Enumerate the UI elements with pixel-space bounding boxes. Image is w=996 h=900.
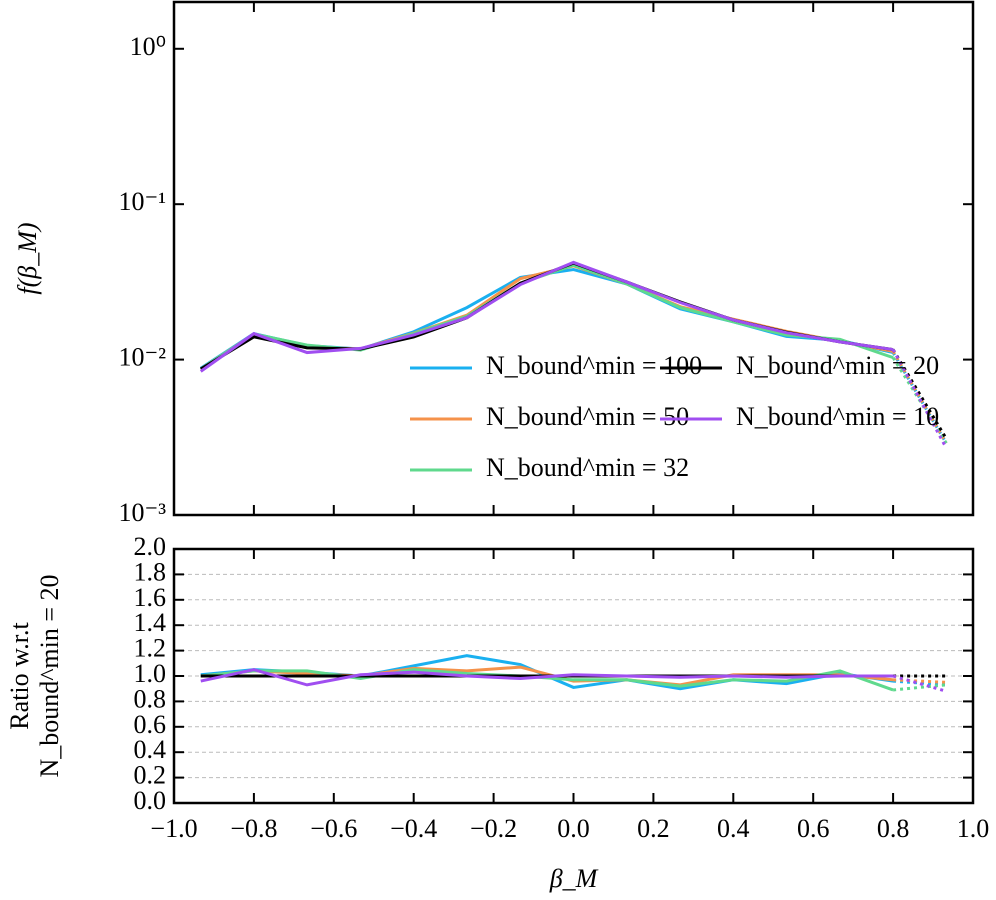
y-axis-label: N_bound^min = 20 xyxy=(35,574,64,777)
plot-frame xyxy=(172,0,975,517)
y-tick-label: 10⁻¹ xyxy=(118,187,166,216)
legend-label: N_bound^min = 10 xyxy=(736,402,939,431)
x-tick-label: −1.0 xyxy=(150,814,197,843)
x-tick-label: −0.2 xyxy=(470,814,517,843)
x-tick-label: 0.2 xyxy=(637,814,670,843)
y-tick-label: 1.6 xyxy=(134,583,167,612)
legend-label: N_bound^min = 20 xyxy=(736,351,939,380)
y-tick-label: 0.6 xyxy=(134,710,167,739)
series-line-dotted xyxy=(892,674,947,693)
series-line xyxy=(199,260,894,373)
y-tick-label: 10⁻³ xyxy=(118,498,166,527)
x-axis-label: β_M xyxy=(549,864,599,893)
y-tick-label: 1.4 xyxy=(134,608,167,637)
y-tick-label: 10⁻² xyxy=(118,343,166,372)
x-tick-label: 0.8 xyxy=(877,814,910,843)
legend-label: N_bound^min = 32 xyxy=(486,453,689,482)
legend-label: N_bound^min = 50 xyxy=(486,402,689,431)
y-axis-label: Ratio w.r.t xyxy=(5,622,34,730)
x-tick-label: −0.4 xyxy=(390,814,437,843)
y-axis-label: f(β_M) xyxy=(13,222,42,294)
y-tick-label: 1.8 xyxy=(134,557,167,586)
y-tick-label: 0.0 xyxy=(134,786,167,815)
x-tick-label: −0.8 xyxy=(230,814,277,843)
y-tick-label: 0.8 xyxy=(134,684,167,713)
x-tick-label: −0.6 xyxy=(310,814,357,843)
plot-frame xyxy=(172,547,975,805)
series-line-dotted xyxy=(892,683,947,692)
y-tick-label: 0.2 xyxy=(134,761,167,790)
series-line-dotted xyxy=(891,348,948,449)
legend-label: N_bound^min = 100 xyxy=(486,351,702,380)
y-tick-label: 0.4 xyxy=(134,735,167,764)
y-tick-label: 10⁰ xyxy=(130,32,166,61)
series-line-dotted xyxy=(891,348,948,440)
x-tick-label: 1.0 xyxy=(957,814,990,843)
series-line-dotted xyxy=(893,678,947,684)
series-line xyxy=(200,668,894,687)
y-tick-label: 2.0 xyxy=(134,532,167,561)
x-tick-label: 0.4 xyxy=(717,814,750,843)
y-tick-label: 1.2 xyxy=(134,634,167,663)
y-tick-label: 1.0 xyxy=(134,659,167,688)
x-tick-label: 0.0 xyxy=(557,814,590,843)
x-tick-label: 0.6 xyxy=(797,814,830,843)
